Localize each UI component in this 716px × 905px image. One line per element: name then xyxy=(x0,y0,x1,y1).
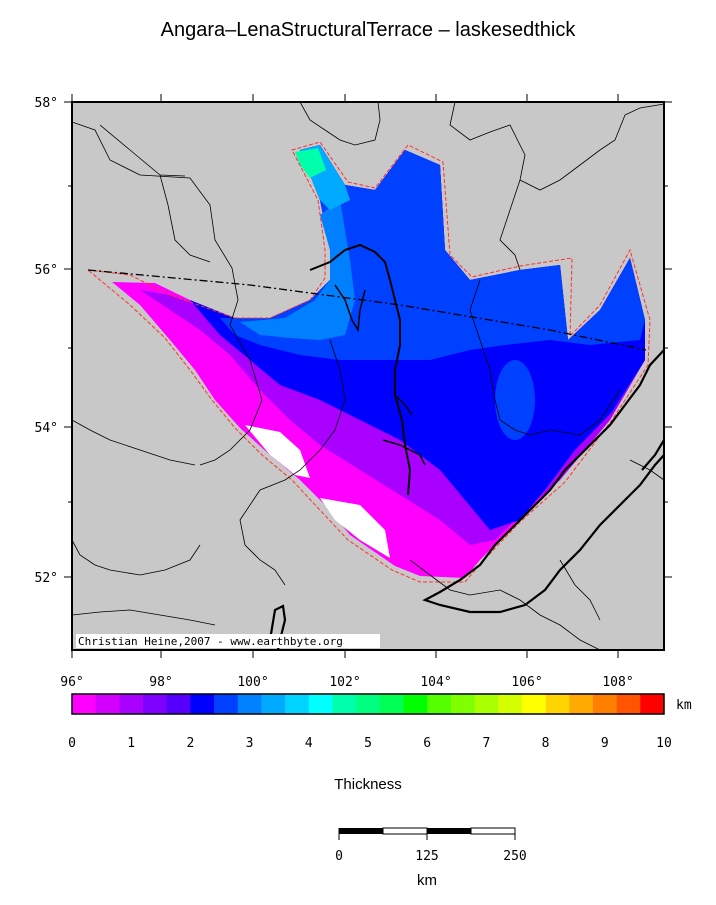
colorbar-tick-label: 7 xyxy=(482,736,490,751)
colorbar-cell xyxy=(285,694,310,714)
colorbar-unit: km xyxy=(676,698,692,713)
axis-ticks xyxy=(64,94,672,658)
colorbar-cell xyxy=(403,694,428,714)
colorbar-cells xyxy=(72,694,665,714)
map-title: Angara–LenaStructuralTerrace – laskesedt… xyxy=(161,19,577,41)
colorbar-tick-label: 6 xyxy=(423,736,431,751)
scale-label-0: 0 xyxy=(335,849,343,864)
colorbar-frame xyxy=(71,693,665,715)
colorbar-cell xyxy=(332,694,357,714)
colorbar-cell xyxy=(427,694,452,714)
no-data-patch-north xyxy=(245,425,310,478)
colorbar-cell xyxy=(616,694,641,714)
scale-segment-1 xyxy=(339,828,383,834)
colorbar-cell xyxy=(261,694,286,714)
colorbar-cell xyxy=(450,694,476,714)
colorbar-cell xyxy=(569,694,594,714)
no-data-patch-south xyxy=(320,498,390,558)
colorbar-tick-label: 8 xyxy=(542,736,550,751)
lon-label-100: 100° xyxy=(237,675,268,690)
colorbar-tick-label: 9 xyxy=(601,736,609,751)
colorbar-cell xyxy=(521,694,547,714)
lon-label-108: 108° xyxy=(602,675,633,690)
scale-unit: km xyxy=(417,872,437,889)
colorbar-cell xyxy=(190,694,215,714)
colorbar-title: Thickness xyxy=(334,776,402,793)
thickness-zone-6-7km xyxy=(295,148,326,178)
map-frame xyxy=(71,101,665,651)
latitude-labels: 58° 56° 54° 52° xyxy=(35,96,58,586)
scale-bar: 0 125 250 km xyxy=(335,827,527,889)
colorbar-tick-label: 5 xyxy=(364,736,372,751)
colorbar-cell xyxy=(143,694,168,714)
colorbar-cell xyxy=(237,694,262,714)
map-panel: Christian Heine,2007 - www.earthbyte.org xyxy=(71,101,665,651)
colorbar-tick-labels: 0 1 2 3 4 5 6 7 8 9 10 xyxy=(68,736,672,751)
colorbar-cell xyxy=(474,694,499,714)
colorbar-cell xyxy=(214,694,239,714)
colorbar-cell xyxy=(592,694,618,714)
colorbar: km 0 1 2 3 4 5 6 7 8 9 10 Thickness xyxy=(68,693,692,793)
lon-label-98: 98° xyxy=(149,675,172,690)
scale-segment-4 xyxy=(470,827,516,835)
colorbar-tick-label: 1 xyxy=(127,736,135,751)
colorbar-cell xyxy=(545,694,570,714)
colorbar-cell xyxy=(640,694,665,714)
lon-label-104: 104° xyxy=(420,675,451,690)
colorbar-tick-label: 10 xyxy=(656,736,672,751)
scale-segment-3 xyxy=(427,828,471,834)
colorbar-cell xyxy=(498,694,523,714)
colorbar-tick-label: 2 xyxy=(186,736,194,751)
thickness-field xyxy=(112,145,645,578)
colorbar-cell xyxy=(119,694,144,714)
lat-label-56: 56° xyxy=(35,263,58,278)
thickness-zone-4-5km xyxy=(240,200,355,340)
colorbar-cell xyxy=(308,694,333,714)
credit-text: Christian Heine,2007 - www.earthbyte.org xyxy=(78,635,343,648)
scale-label-250: 250 xyxy=(503,849,526,864)
colorbar-tick-label: 4 xyxy=(305,736,313,751)
colorbar-cell xyxy=(166,694,191,714)
lon-label-106: 106° xyxy=(511,675,542,690)
scale-segment-2 xyxy=(382,827,428,835)
lat-label-54: 54° xyxy=(35,421,58,436)
colorbar-tick-label: 3 xyxy=(246,736,254,751)
lat-label-52: 52° xyxy=(35,571,58,586)
colorbar-cell xyxy=(95,694,120,714)
scale-label-125: 125 xyxy=(415,849,438,864)
cross-section-line xyxy=(87,269,647,351)
thickness-low-blob xyxy=(495,360,535,440)
longitude-labels: 96° 98° 100° 102° 104° 106° 108° xyxy=(60,675,633,690)
lon-label-96: 96° xyxy=(60,675,83,690)
lon-label-102: 102° xyxy=(329,675,360,690)
colorbar-tick-label: 0 xyxy=(68,736,76,751)
colorbar-cell xyxy=(379,694,405,714)
terrace-outline xyxy=(86,141,651,583)
colorbar-cell xyxy=(72,694,97,714)
colorbar-cell xyxy=(356,694,381,714)
lat-label-58: 58° xyxy=(35,96,58,111)
credit-box xyxy=(76,634,380,648)
